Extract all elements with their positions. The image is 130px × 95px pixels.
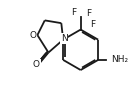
Text: O: O: [33, 60, 40, 69]
Text: F: F: [90, 20, 95, 29]
Text: O: O: [29, 31, 36, 40]
Text: N: N: [61, 34, 67, 43]
Text: F: F: [71, 8, 76, 17]
Text: F: F: [86, 10, 92, 18]
Text: NH₂: NH₂: [111, 55, 128, 64]
